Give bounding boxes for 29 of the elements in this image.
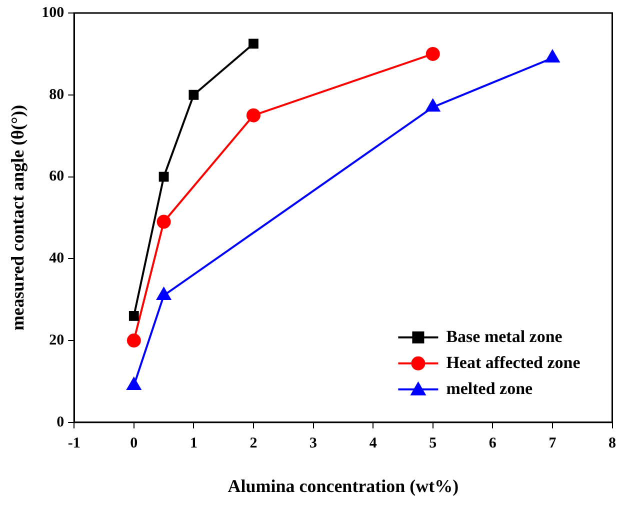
point (158, 172, 169, 182)
y-tick-label: 80 (49, 86, 64, 103)
point (156, 214, 171, 229)
x-tick-label: 6 (488, 435, 497, 452)
point (128, 311, 139, 321)
y-tick-label: 0 (56, 414, 64, 430)
legend-label: melted zone (446, 378, 534, 398)
point (248, 38, 258, 49)
point (188, 90, 199, 100)
x-tick-label: 5 (429, 435, 437, 452)
point (126, 334, 141, 348)
y-tick-label: 60 (49, 168, 64, 185)
x-axis-title: Alumina concentration (wt%) (228, 476, 459, 496)
x-tick-label: 4 (369, 435, 378, 452)
y-tick-label: 40 (49, 250, 64, 267)
legend-label: Heat affected zone (446, 352, 581, 372)
x-tick-label: -1 (68, 435, 80, 452)
y-axis-title: measured contact angle (θ(°)) (7, 104, 28, 331)
y-tick-label: 20 (49, 332, 64, 348)
y-tick-label: 100 (42, 4, 64, 21)
legend-label: Base metal zone (446, 326, 563, 346)
x-tick-label: 7 (548, 435, 557, 452)
x-tick-label: 3 (310, 435, 318, 452)
x-tick-label: 8 (608, 435, 616, 452)
x-tick-label: 2 (250, 435, 258, 452)
point (426, 46, 440, 61)
point (246, 108, 260, 122)
x-tick-label: 0 (130, 435, 138, 452)
x-tick-label: 1 (190, 435, 198, 452)
